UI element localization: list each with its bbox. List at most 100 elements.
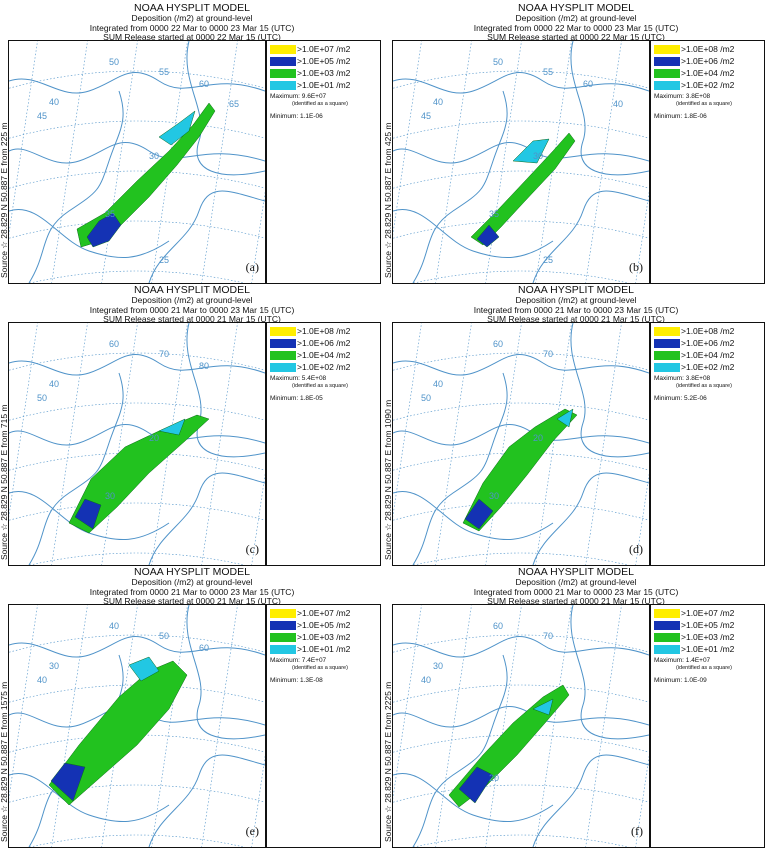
panel-subtitle: Deposition (/m2) at ground-level: [131, 577, 253, 587]
longitude-gridline: [585, 605, 622, 847]
country-border: [412, 654, 508, 847]
latitude-label: 50: [421, 393, 431, 403]
deposition-plume-cyan: [532, 698, 554, 716]
latitude-gridline: [393, 684, 649, 703]
legend-swatch: [654, 621, 680, 631]
longitude-label: 60: [199, 643, 209, 653]
deposition-plume-cyan: [128, 656, 160, 682]
country-border: [28, 372, 124, 565]
deposition-map: 40 30 20 60 70 (f): [392, 604, 650, 848]
legend-label: >1.0E+07 /m2: [297, 608, 351, 618]
latitude-gridline: [9, 684, 265, 703]
country-border: [9, 353, 265, 376]
legend-row: >1.0E+07 /m2: [654, 608, 734, 619]
longitude-label: 60: [199, 79, 209, 89]
legend-row: >1.0E+03 /m2: [270, 632, 350, 643]
panel-subtitle: Deposition (/m2) at ground-level: [515, 577, 637, 587]
longitude-label: 60: [493, 339, 503, 349]
longitude-gridline: [393, 323, 422, 518]
panel-title: NOAA HYSPLIT MODEL: [518, 284, 634, 296]
legend-label: >1.0E+02 /m2: [297, 362, 351, 372]
source-location-label: Source ☆ 28.829 N 50.887 E from 715 m: [0, 322, 10, 564]
panel-subtitle: Integrated from 0000 22 Mar to 0000 23 M…: [89, 22, 295, 33]
latitude-label: 30: [489, 491, 499, 501]
legend-row: >1.0E+08 /m2: [654, 44, 734, 55]
longitude-label: 60: [109, 339, 119, 349]
maximum-value: Maximum: 7.4E+07 (identified as a square): [270, 657, 348, 672]
country-border: [393, 353, 649, 376]
latitude-label: 40: [49, 379, 59, 389]
country-border: [412, 372, 508, 565]
longitude-gridline: [201, 323, 238, 565]
legend-swatch: [270, 69, 296, 79]
legend-row: >1.0E+04 /m2: [270, 350, 350, 361]
latitude-gridline: [9, 784, 265, 803]
panel-title: NOAA HYSPLIT MODEL: [134, 284, 250, 296]
legend-swatch: [654, 45, 680, 55]
legend-label: >1.0E+04 /m2: [297, 350, 351, 360]
deposition-plume-blue: [476, 224, 500, 248]
panel-subtitle: SUM Release started at 0000 22 Mar 15 (U…: [487, 32, 665, 42]
minimum-value: Minimum: 1.1E-06: [270, 113, 323, 120]
legend-row: >1.0E+01 /m2: [654, 644, 734, 655]
legend-row: >1.0E+07 /m2: [270, 44, 350, 55]
legend-label: >1.0E+01 /m2: [297, 644, 351, 654]
panel-header: NOAA HYSPLIT MODEL Deposition (/m2) at gr…: [384, 566, 768, 607]
country-border: [532, 754, 649, 847]
legend-box: >1.0E+07 /m2 >1.0E+05 /m2 >1.0E+03 /m2 >1.0…: [266, 40, 381, 284]
legend-swatch: [654, 645, 680, 655]
minimum-value: Minimum: 1.8E-05: [270, 395, 323, 402]
panel-letter-label: (d): [629, 542, 643, 556]
legend-row: >1.0E+02 /m2: [270, 362, 350, 373]
deposition-plume-cyan: [512, 138, 550, 164]
legend-swatch: [270, 351, 296, 361]
deposition-plume-blue: [74, 498, 102, 530]
legend-label: >1.0E+02 /m2: [681, 362, 735, 372]
latitude-gridline: [393, 220, 649, 239]
latitude-gridline: [393, 402, 649, 421]
legend-swatch: [654, 69, 680, 79]
identified-note: (identified as a square): [292, 382, 348, 389]
map-panel-b: NOAA HYSPLIT MODEL Deposition (/m2) at gr…: [383, 0, 768, 284]
country-border: [393, 490, 554, 541]
latitude-label: 25: [159, 255, 169, 265]
minimum-value: Minimum: 5.2E-06: [654, 395, 707, 402]
latitude-label: 40: [433, 379, 443, 389]
longitude-gridline: [393, 605, 422, 800]
panel-subtitle: Integrated from 0000 21 Mar to 0000 23 M…: [473, 586, 679, 597]
panel-letter-label: (f): [631, 824, 643, 838]
country-border: [570, 323, 649, 458]
country-border: [393, 705, 649, 728]
panel-subtitle: Deposition (/m2) at ground-level: [131, 295, 253, 305]
latitude-gridline: [9, 402, 265, 421]
latitude-gridline: [28, 270, 246, 283]
source-location-label: Source ☆ 28.829 N 50.887 E from 1090 m: [382, 322, 394, 564]
panel-header: NOAA HYSPLIT MODEL Deposition (/m2) at gr…: [0, 566, 384, 607]
country-border: [9, 71, 265, 94]
deposition-plume-blue: [464, 498, 494, 530]
maximum-value: Maximum: 3.8E+08 (identified as a square): [654, 375, 732, 390]
legend-swatch: [270, 633, 296, 643]
country-border: [28, 90, 124, 283]
longitude-label: 70: [159, 349, 169, 359]
legend-row: >1.0E+04 /m2: [654, 350, 734, 361]
legend-row: >1.0E+06 /m2: [270, 338, 350, 349]
latitude-label: 40: [37, 675, 47, 685]
country-border: [412, 90, 508, 283]
source-text: Source ☆ 28.829 N 50.887 E from 2225 m: [383, 682, 393, 842]
legend-row: >1.0E+06 /m2: [654, 56, 734, 67]
maximum-value: Maximum: 5.4E+08 (identified as a square): [270, 375, 348, 390]
legend-row: >1.0E+05 /m2: [270, 56, 350, 67]
legend-swatch: [270, 609, 296, 619]
deposition-plume-green: [462, 408, 578, 532]
legend-label: >1.0E+05 /m2: [297, 56, 351, 66]
minimum-value: Minimum: 1.3E-08: [270, 677, 323, 684]
latitude-gridline: [412, 552, 630, 565]
panel-subtitle: SUM Release started at 0000 21 Mar 15 (U…: [103, 314, 281, 324]
legend-row: >1.0E+08 /m2: [270, 326, 350, 337]
longitude-label: 55: [159, 67, 169, 77]
deposition-plume-cyan: [158, 418, 186, 436]
panel-letter-label: (c): [245, 542, 259, 556]
legend-swatch: [654, 609, 680, 619]
panel-subtitle: Integrated from 0000 21 Mar to 0000 23 M…: [89, 586, 295, 597]
